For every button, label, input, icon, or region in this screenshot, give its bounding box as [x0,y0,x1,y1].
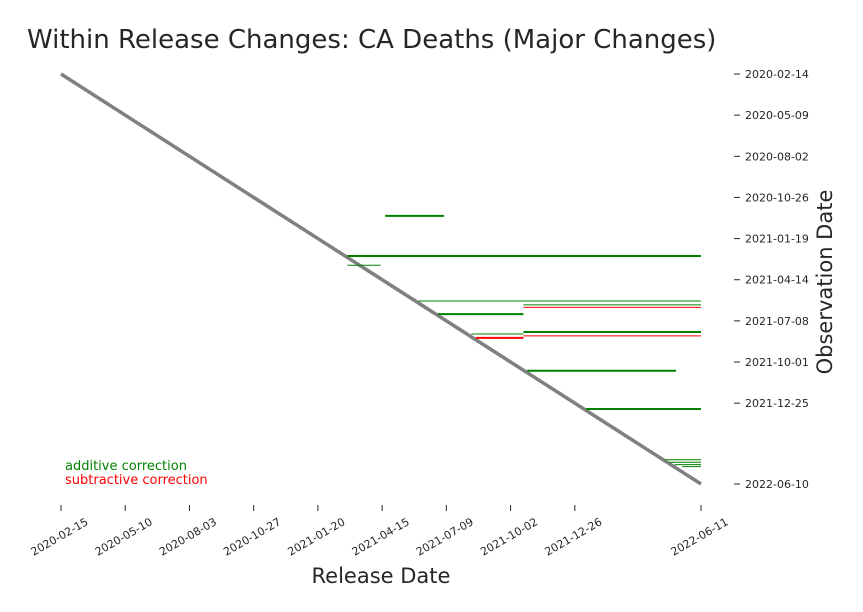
legend-entry: additive correction [65,459,187,474]
y-tick-label: 2020-10-26 [745,191,809,204]
y-axis-label: Observation Date [813,190,837,375]
legend-entry: subtractive correction [65,473,208,488]
x-tick-label: 2021-10-02 [478,515,540,558]
y-tick-label: 2020-02-14 [745,68,809,81]
y-tick-label: 2021-07-08 [745,315,809,328]
diagonal-line [60,72,702,486]
y-tick-label: 2021-04-14 [745,274,809,287]
chart-title: Within Release Changes: CA Deaths (Major… [27,25,716,55]
y-tick-label: 2021-01-19 [745,233,809,246]
x-tick-label: 2022-06-11 [669,515,731,558]
x-tick-label: 2020-08-03 [157,515,219,558]
y-tick-label: 2020-08-02 [745,150,809,163]
x-tick-label: 2020-10-27 [221,515,283,558]
x-tick-label: 2020-02-15 [29,515,91,558]
y-tick-label: 2021-10-01 [745,356,809,369]
x-tick-label: 2020-05-10 [93,515,155,558]
x-tick-label: 2021-12-26 [542,515,604,558]
x-tick-label: 2021-07-09 [414,515,476,558]
x-tick-label: 2021-01-20 [286,515,348,558]
y-tick-label: 2021-12-25 [745,397,809,410]
y-tick-label: 2020-05-09 [745,109,809,122]
y-tick-label: 2022-06-10 [745,478,809,491]
x-axis-label: Release Date [312,564,451,588]
x-tick-label: 2021-04-15 [350,515,412,558]
